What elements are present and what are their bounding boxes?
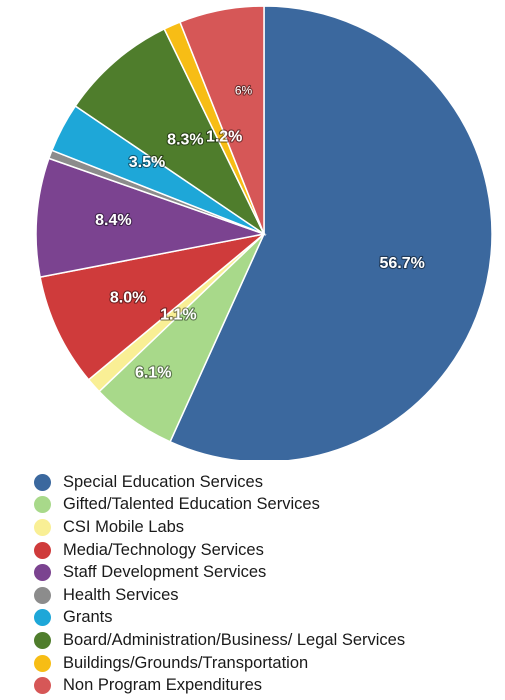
legend-label: CSI Mobile Labs xyxy=(63,517,185,536)
legend-swatch xyxy=(34,473,51,491)
legend-item: Health Services xyxy=(34,584,405,607)
legend-item: Special Education Services xyxy=(34,471,405,494)
pie-slice-8 xyxy=(74,27,266,237)
pie-slice-10 xyxy=(179,5,265,235)
slice-label-1: 56.7% xyxy=(379,255,424,272)
legend-label: Gifted/Talented Education Services xyxy=(63,495,320,514)
legend-label: Grants xyxy=(63,608,113,627)
slice-label-8: 8.3% xyxy=(167,131,203,148)
legend-swatch xyxy=(34,518,51,536)
legend-label: Special Education Services xyxy=(63,472,263,491)
slice-label-7: 3.5% xyxy=(129,154,165,171)
slice-label-10: 6% xyxy=(235,83,253,97)
legend-item: Board/Administration/Business/ Legal Ser… xyxy=(34,629,405,652)
legend-label: Health Services xyxy=(63,585,179,604)
pie-slice-5 xyxy=(35,157,267,278)
legend-label: Board/Administration/Business/ Legal Ser… xyxy=(63,630,406,649)
legend-swatch xyxy=(34,496,51,514)
legend-label: Non Program Expenditures xyxy=(63,676,263,695)
slice-label-2: 6.1% xyxy=(135,364,171,381)
legend-swatch xyxy=(34,541,51,559)
slice-label-3: 1.1% xyxy=(160,307,196,324)
legend-item: Grants xyxy=(34,607,405,630)
pie-slice-1 xyxy=(169,5,493,460)
slice-label-4: 8.0% xyxy=(110,290,146,307)
pie-chart: 56.7% 6.1% 1.1% 8.0% 8.4% 3.5%8.3% 1.2% 6% xyxy=(35,5,493,460)
legend: Special Education Services Gifted/Talente… xyxy=(34,471,405,697)
legend-swatch xyxy=(34,677,51,695)
legend-item: Non Program Expenditures xyxy=(34,674,405,697)
pie-slice-4 xyxy=(39,233,265,381)
legend-item: Media/Technology Services xyxy=(34,539,405,562)
legend-label: Staff Development Services xyxy=(63,563,267,582)
legend-item: Buildings/Grounds/Transportation xyxy=(34,652,405,675)
legend-item: CSI Mobile Labs xyxy=(34,516,405,539)
slice-label-9: 1.2% xyxy=(206,129,242,146)
legend-label: Buildings/Grounds/Transportation xyxy=(63,653,309,672)
legend-swatch xyxy=(34,586,51,604)
legend-item: Gifted/Talented Education Services xyxy=(34,494,405,517)
legend-swatch xyxy=(34,609,51,627)
legend-swatch xyxy=(34,564,51,582)
legend-label: Media/Technology Services xyxy=(63,540,264,559)
legend-swatch xyxy=(34,654,51,672)
legend-item: Staff Development Services xyxy=(34,561,405,584)
slice-label-5: 8.4% xyxy=(95,212,131,229)
legend-swatch xyxy=(34,631,51,649)
